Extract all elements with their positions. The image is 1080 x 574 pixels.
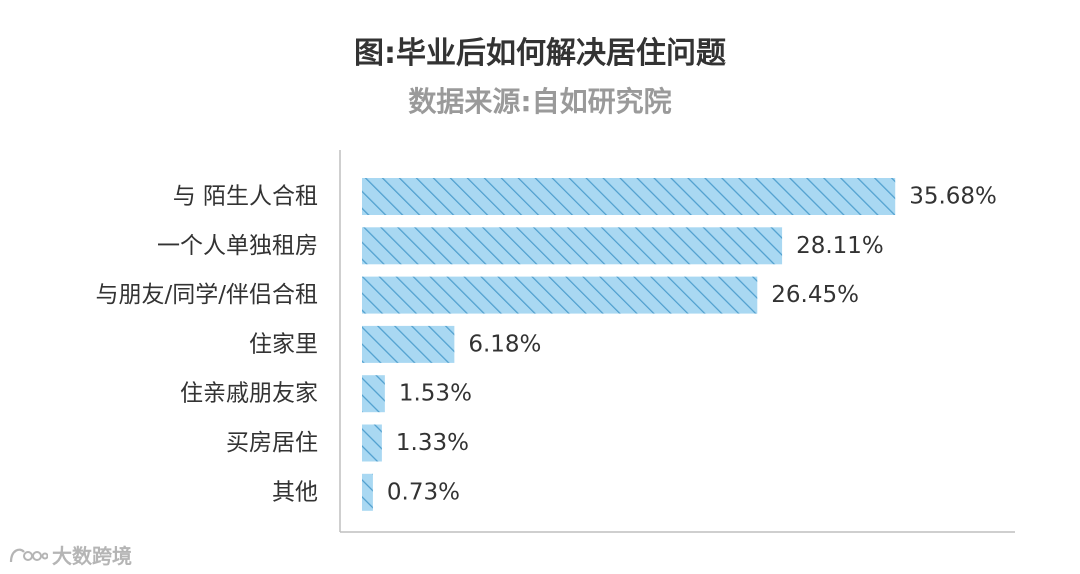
value-label: 26.45% xyxy=(771,282,859,308)
category-label: 住亲戚朋友家 xyxy=(180,381,318,407)
bar xyxy=(362,424,382,462)
category-label: 与朋友/同学/伴侣合租 xyxy=(96,282,319,308)
logo-icon xyxy=(9,548,48,562)
bar xyxy=(362,473,373,511)
value-label: 1.53% xyxy=(399,381,472,407)
value-label: 28.11% xyxy=(796,233,884,259)
chart-subtitle: 数据来源:自如研究院 xyxy=(408,85,672,118)
value-label: 0.73% xyxy=(387,479,460,505)
bar xyxy=(362,227,783,265)
bar xyxy=(362,276,758,314)
value-label: 6.18% xyxy=(468,331,541,357)
watermark-text: 大数跨境 xyxy=(52,544,132,568)
value-label: 1.33% xyxy=(396,430,469,456)
bar xyxy=(362,375,385,413)
bar xyxy=(362,178,896,215)
category-label: 其他 xyxy=(272,479,318,505)
chart-title: 图:毕业后如何解决居住问题 xyxy=(354,36,726,71)
category-label: 与 陌生人合租 xyxy=(173,184,318,210)
category-label: 一个人单独租房 xyxy=(157,233,318,259)
bar xyxy=(362,325,455,363)
value-label: 35.68% xyxy=(909,184,997,210)
category-label: 买房居住 xyxy=(226,430,318,456)
watermark: 大数跨境 xyxy=(8,540,132,569)
category-label: 住家里 xyxy=(249,331,318,357)
